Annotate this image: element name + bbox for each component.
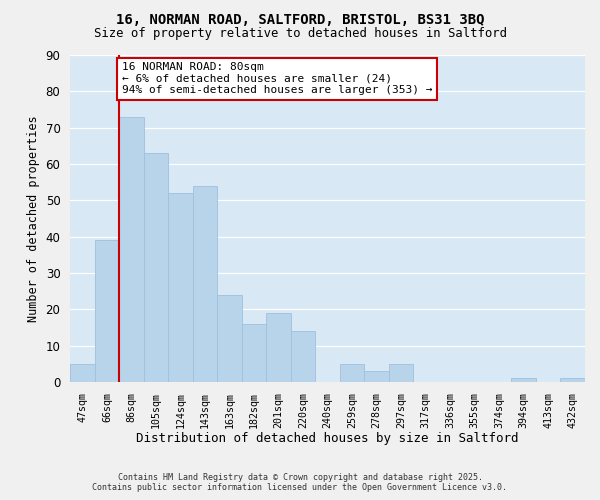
Bar — [242, 324, 266, 382]
Bar — [364, 371, 389, 382]
Bar — [193, 186, 217, 382]
Bar — [560, 378, 585, 382]
X-axis label: Distribution of detached houses by size in Saltford: Distribution of detached houses by size … — [136, 432, 519, 445]
Bar — [217, 295, 242, 382]
Bar — [340, 364, 364, 382]
Text: 16 NORMAN ROAD: 80sqm
← 6% of detached houses are smaller (24)
94% of semi-detac: 16 NORMAN ROAD: 80sqm ← 6% of detached h… — [122, 62, 432, 96]
Bar — [266, 313, 291, 382]
Text: Size of property relative to detached houses in Saltford: Size of property relative to detached ho… — [94, 28, 506, 40]
Text: Contains HM Land Registry data © Crown copyright and database right 2025.
Contai: Contains HM Land Registry data © Crown c… — [92, 473, 508, 492]
Bar — [144, 153, 168, 382]
Bar — [389, 364, 413, 382]
Bar — [511, 378, 536, 382]
Bar — [95, 240, 119, 382]
Y-axis label: Number of detached properties: Number of detached properties — [27, 115, 40, 322]
Text: 16, NORMAN ROAD, SALTFORD, BRISTOL, BS31 3BQ: 16, NORMAN ROAD, SALTFORD, BRISTOL, BS31… — [116, 12, 484, 26]
Bar — [70, 364, 95, 382]
Bar — [291, 331, 316, 382]
Bar — [119, 117, 144, 382]
Bar — [168, 193, 193, 382]
